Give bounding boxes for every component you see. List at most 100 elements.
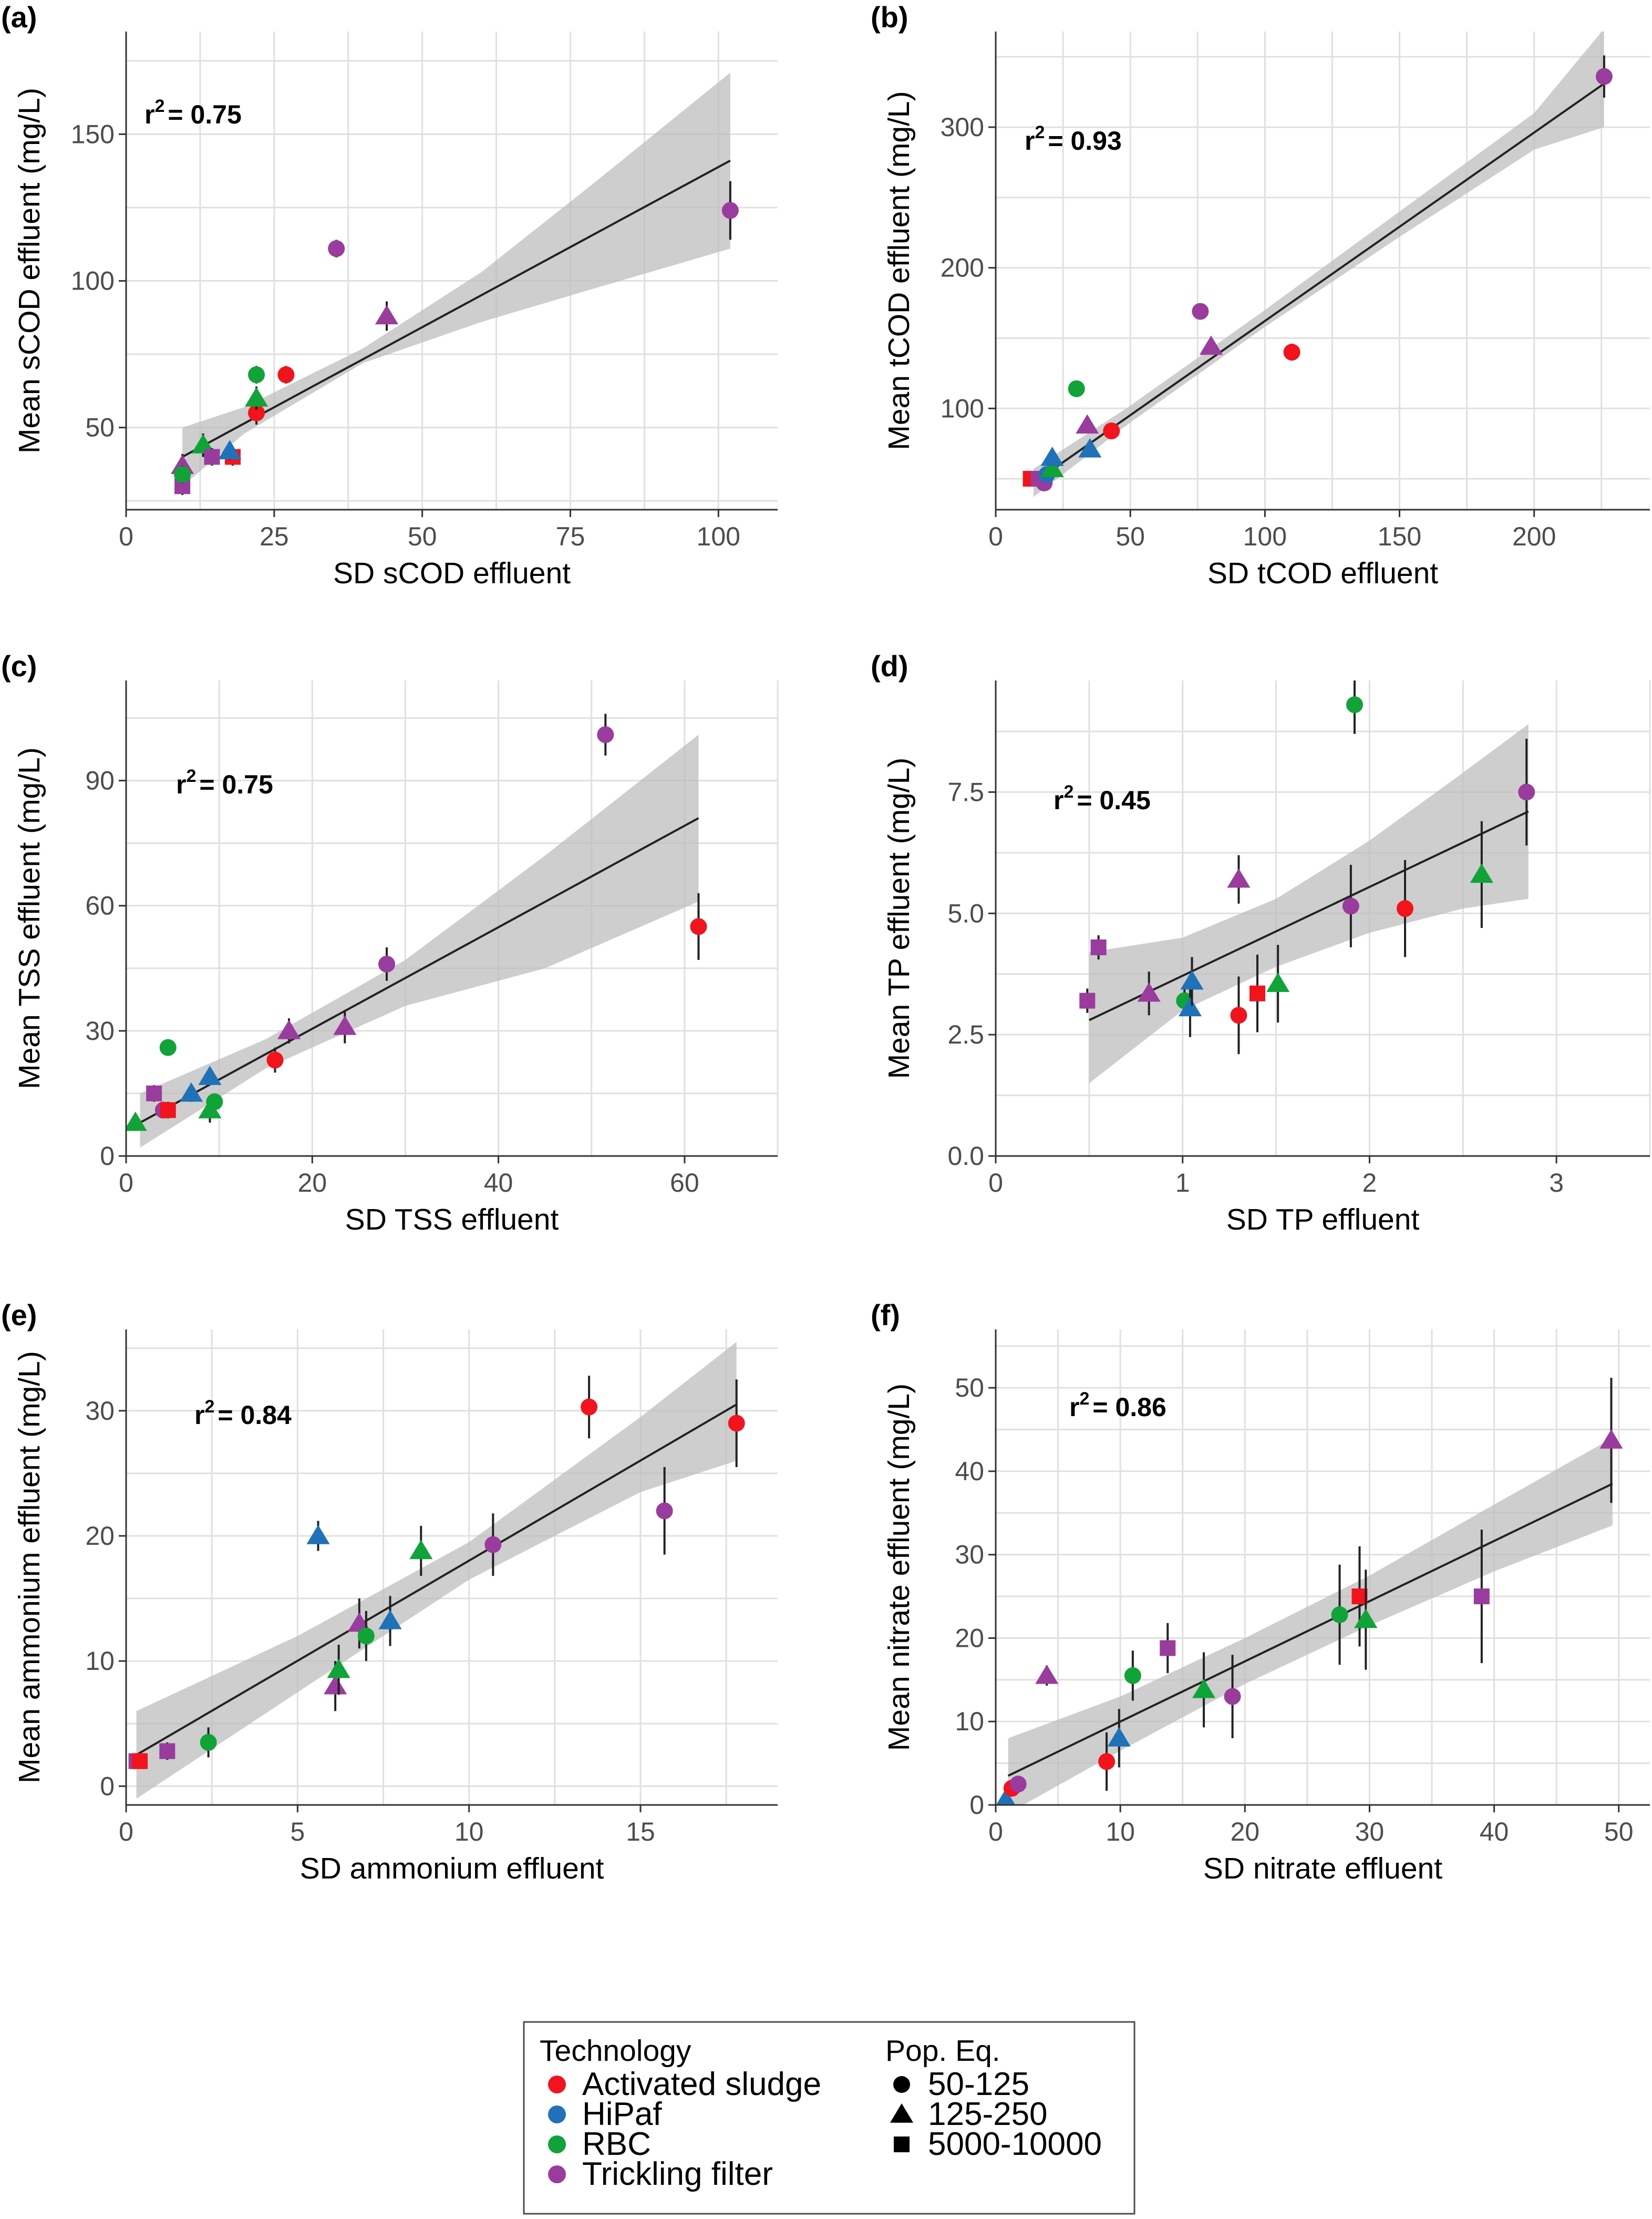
data-point	[248, 366, 265, 384]
panel-3: 0 1 2 3 0.0 2.5 5.0 7.5 SD TP effluent Mean TP ef…	[871, 649, 1651, 1236]
y-tick-label: 0	[969, 1790, 984, 1820]
legend-technology-title: Technology	[540, 2034, 691, 2068]
r-squared-label: r2 = 0.86	[1069, 1389, 1166, 1422]
data-point	[597, 726, 614, 744]
confidence-band	[140, 735, 699, 1148]
confidence-band	[1008, 1438, 1613, 1805]
x-tick-label: 1	[1175, 1168, 1190, 1198]
y-tick-label: 150	[71, 119, 115, 149]
legend-popeq-swatch	[893, 2076, 910, 2093]
y-tick-label: 20	[85, 1521, 115, 1551]
x-tick-label: 40	[484, 1168, 513, 1198]
data-point	[1124, 1667, 1141, 1684]
y-axis-title: Mean tCOD effluent (mg/L)	[882, 91, 916, 450]
data-points	[128, 1376, 745, 1769]
x-axis-title: SD TSS effluent	[345, 1203, 559, 1236]
data-point	[484, 1536, 502, 1553]
data-point	[1518, 783, 1535, 801]
x-tick-label: 30	[1355, 1817, 1385, 1846]
data-point	[1009, 1776, 1027, 1793]
fit-line	[182, 159, 731, 458]
data-point	[1068, 380, 1085, 397]
y-tick-label: 0	[100, 1771, 115, 1801]
data-point	[1224, 1688, 1241, 1705]
data-point	[581, 1398, 598, 1416]
x-tick-label: 50	[1116, 522, 1145, 551]
y-axis-title: Mean nitrate effluent (mg/L)	[882, 1384, 916, 1751]
panel-1: 0 50 100 150 200 100 200 300 SD tCOD effluent Mea…	[871, 1, 1650, 590]
x-tick-label: 15	[626, 1817, 655, 1846]
r-squared-label: r2 = 0.93	[1025, 122, 1122, 156]
legend-popeq-label: 50-125	[928, 2066, 1029, 2102]
y-axis-title: Mean TSS effluent (mg/L)	[13, 747, 46, 1089]
x-tick-label: 40	[1480, 1817, 1509, 1846]
x-axis-title: SD tCOD effluent	[1207, 556, 1438, 590]
x-tick-label: 5	[290, 1817, 305, 1846]
y-tick-label: 300	[941, 112, 984, 142]
y-tick-label: 200	[941, 253, 984, 283]
x-axis-title: SD TP effluent	[1226, 1203, 1420, 1236]
data-point	[378, 1609, 402, 1629]
data-point	[409, 1540, 433, 1560]
legend-technology-swatch	[548, 2106, 566, 2123]
confidence-band	[1089, 724, 1529, 1083]
data-point	[1354, 1608, 1378, 1628]
fit-line	[139, 817, 699, 1124]
data-point	[179, 1082, 203, 1102]
data-point	[1599, 1429, 1623, 1449]
x-axis-title: SD sCOD effluent	[333, 556, 571, 590]
data-point	[728, 1415, 745, 1432]
data-point	[1040, 446, 1064, 466]
data-point	[1473, 1588, 1490, 1605]
data-point	[333, 1015, 357, 1035]
fit-line	[1032, 82, 1605, 484]
y-tick-label: 10	[955, 1707, 984, 1736]
data-point	[146, 1085, 162, 1101]
data-point	[277, 1019, 301, 1039]
data-point	[1331, 1606, 1348, 1623]
legend-popeq-swatch	[894, 2137, 910, 2152]
data-point	[248, 404, 265, 421]
y-tick-label: 50	[955, 1373, 984, 1402]
data-point	[1283, 344, 1300, 361]
y-tick-label: 50	[85, 413, 115, 442]
data-point	[1076, 414, 1099, 434]
legend: Technology Pop. Eq. Activated sludgeHiPa…	[523, 2021, 1135, 2215]
x-tick-label: 100	[697, 522, 740, 551]
x-tick-label: 0	[119, 1168, 133, 1198]
x-axis-title: SD nitrate effluent	[1203, 1852, 1442, 1885]
data-point	[1470, 863, 1493, 883]
panel-label: (f)	[871, 1298, 900, 1332]
fit-line	[1088, 810, 1529, 1021]
y-axis-title: Mean ammonium effluent (mg/L)	[13, 1351, 46, 1783]
x-tick-label: 75	[556, 522, 585, 551]
y-tick-label: 90	[85, 766, 115, 796]
data-point	[1079, 993, 1096, 1009]
legend-popeq-swatch	[890, 2103, 914, 2123]
legend-popeq-title: Pop. Eq.	[885, 2034, 1000, 2068]
y-tick-label: 40	[955, 1457, 984, 1486]
x-tick-label: 0	[988, 522, 1003, 551]
data-point	[1199, 335, 1223, 355]
data-point	[328, 240, 345, 257]
legend-technology-label: Trickling filter	[582, 2156, 773, 2192]
data-point	[375, 305, 399, 325]
y-tick-label: 5.0	[947, 899, 984, 928]
data-point	[1595, 68, 1613, 85]
x-tick-label: 20	[1230, 1817, 1259, 1846]
data-point	[1180, 970, 1204, 990]
data-points	[171, 181, 739, 496]
data-points	[1079, 680, 1535, 1055]
x-tick-label: 25	[260, 522, 289, 551]
data-point	[306, 1524, 330, 1544]
data-point	[159, 1743, 175, 1759]
y-tick-label: 60	[85, 891, 115, 921]
fit-line	[1007, 1482, 1613, 1777]
data-point	[204, 449, 220, 465]
x-tick-label: 20	[297, 1168, 327, 1198]
data-point	[378, 955, 395, 973]
data-point	[324, 1675, 347, 1695]
confidence-band	[136, 1341, 737, 1799]
